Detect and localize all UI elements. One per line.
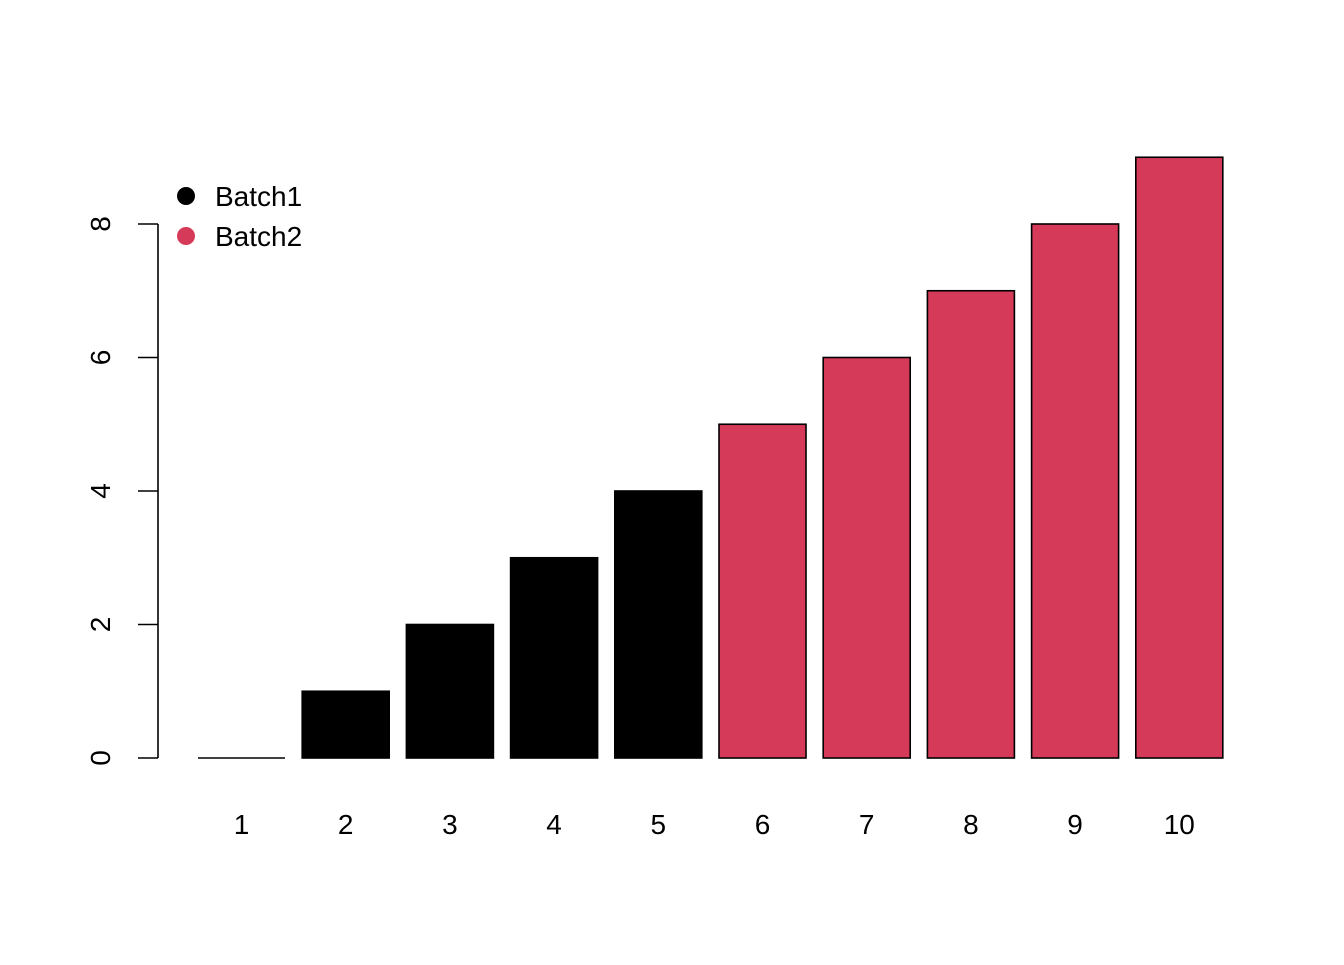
- x-tick-label: 10: [1164, 809, 1195, 840]
- x-tick-label: 9: [1067, 809, 1083, 840]
- bar-10: [1135, 156, 1224, 759]
- y-tick-label: 8: [85, 216, 116, 232]
- x-tick-label: 8: [963, 809, 979, 840]
- x-tick-label: 7: [859, 809, 875, 840]
- y-tick-label: 4: [85, 483, 116, 499]
- y-tick-label: 0: [85, 750, 116, 766]
- x-tick-label: 5: [651, 809, 667, 840]
- bar-7: [822, 356, 912, 759]
- y-tick-label: 6: [85, 350, 116, 366]
- y-tick-label: 2: [85, 617, 116, 633]
- y-ticks: 0 2 4 6 8: [85, 216, 158, 766]
- legend-marker-batch2: [177, 227, 195, 245]
- bar-5: [613, 490, 703, 759]
- bar-2: [301, 690, 391, 759]
- x-tick-labels: 1 2 3 4 5 6 7 8 9 10: [234, 809, 1195, 840]
- legend-label-batch2: Batch2: [215, 221, 302, 252]
- x-tick-label: 1: [234, 809, 250, 840]
- y-axis: 0 2 4 6 8: [85, 216, 159, 766]
- x-tick-label: 4: [546, 809, 562, 840]
- bar-6: [718, 423, 807, 759]
- bar-8: [926, 289, 1016, 759]
- bar-4: [509, 556, 599, 759]
- legend-label-batch1: Batch1: [215, 181, 302, 212]
- bars: [198, 156, 1224, 759]
- x-tick-label: 3: [442, 809, 458, 840]
- bar-9: [1030, 223, 1120, 759]
- legend-marker-batch1: [177, 187, 195, 205]
- x-tick-label: 6: [755, 809, 771, 840]
- legend: Batch1 Batch2: [177, 181, 302, 252]
- x-tick-label: 2: [338, 809, 354, 840]
- bar-3: [405, 623, 495, 759]
